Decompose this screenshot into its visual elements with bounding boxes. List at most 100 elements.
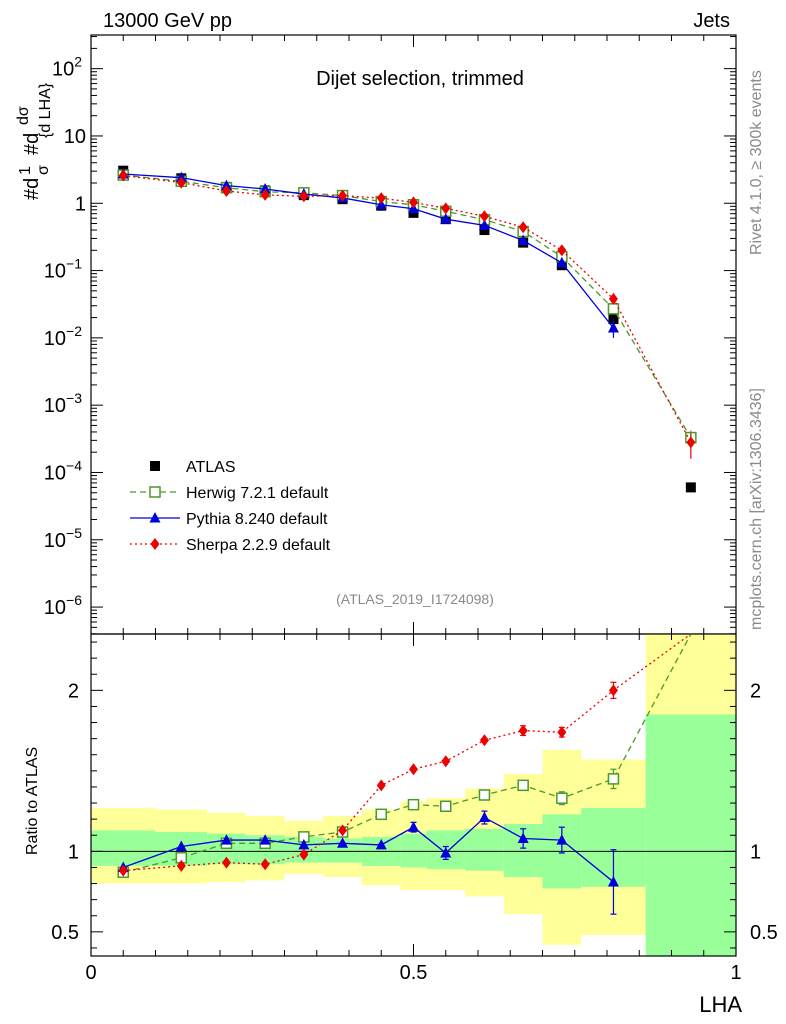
sherpa-data-point (338, 189, 348, 202)
sherpa-ratio-point (176, 859, 186, 872)
sherpa-data-point (260, 188, 270, 201)
y-tick-label: 10 (64, 126, 86, 148)
sherpa-data-point (221, 185, 231, 198)
herwig-ratio-point (375, 808, 387, 821)
pythia-data-point (440, 213, 452, 224)
y-tick-label: 1 (75, 193, 86, 215)
herwig-ratio-point (407, 798, 420, 811)
herwig-ratio-line (123, 633, 692, 873)
ratio-y-tick-label: 0.5 (51, 922, 79, 944)
y-tick-label: 10−3 (44, 390, 82, 417)
pythia-ratio-point (556, 834, 568, 845)
pythia-data-point (556, 256, 568, 268)
legend-herwig-marker (149, 486, 161, 498)
sherpa-data-point (557, 244, 567, 257)
pythia-data-point (220, 179, 232, 191)
ratio-band-inner (91, 830, 156, 866)
sherpa-ratio-point (221, 856, 231, 869)
svg-text:dσ: dσ (15, 106, 32, 125)
pythia-ratio-point (220, 834, 232, 845)
pythia-data-point (259, 182, 271, 194)
sherpa-data-point (441, 202, 451, 215)
ratio-band-inner (465, 828, 504, 871)
rivet-version-label: Rivet 4.1.0, ≥ 300k events (748, 70, 765, 255)
ratio-y-tick-label: 2 (68, 680, 79, 702)
pythia-ratio-point (337, 837, 349, 848)
sherpa-ratio-point (118, 864, 128, 877)
sherpa-data-point (608, 292, 618, 305)
pythia-ratio-point (517, 832, 529, 843)
pythia-ratio-point (259, 834, 271, 845)
pythia-ratio-point (375, 838, 387, 850)
sherpa-ratio-point (376, 779, 386, 792)
pythia-ratio-point (440, 846, 452, 858)
pythia-data-point (517, 234, 529, 245)
sherpa-ratio-point (338, 824, 348, 837)
legend-atlas-label: ATLAS (186, 459, 236, 476)
sherpa-data-point (176, 176, 186, 189)
y-tick-label: 10−2 (44, 323, 82, 350)
y-tick-label: 10−1 (44, 256, 82, 283)
plot-title: Dijet selection, trimmed (316, 68, 524, 90)
sherpa-ratio-point (608, 684, 618, 697)
ratio-band-inner (645, 714, 736, 956)
ratio-y-tick-label-right: 1 (750, 841, 761, 863)
herwig-ratio-point (556, 792, 568, 804)
x-tick-label: 0.5 (400, 962, 428, 984)
pythia-ratio-point (478, 811, 490, 823)
y-tick-label: 10−5 (44, 525, 82, 552)
sherpa-ratio-point (441, 755, 451, 768)
sherpa-main-line (123, 174, 692, 443)
ratio-y-tick-label: 1 (68, 841, 79, 863)
main-y-axis-label: #d 1 σ #d dσ {d LHA} (15, 82, 54, 200)
herwig-ratio-point (478, 789, 491, 801)
svg-text:#d: #d (21, 178, 43, 200)
sherpa-ratio-point (409, 763, 418, 776)
svg-text:1: 1 (17, 166, 34, 175)
pythia-ratio-point (298, 838, 310, 850)
svg-text:σ: σ (35, 165, 52, 175)
sherpa-data-point (409, 196, 418, 209)
pythia-ratio-point (607, 875, 619, 887)
sherpa-data-point (376, 192, 386, 205)
ratio-y-tick-label-right: 0.5 (750, 922, 778, 944)
pythia-ratio-point (175, 840, 187, 852)
x-axis-label: LHA (699, 992, 742, 1017)
main-panel: 102 10 1 10−1 10−2 10−3 10−4 10−5 10−6 (44, 34, 737, 635)
ratio-y-axis-label: Ratio to ATLAS (24, 747, 41, 855)
legend-sherpa-label: Sherpa 2.2.9 default (186, 537, 331, 554)
svg-text:#d: #d (21, 133, 43, 155)
sherpa-ratio-point (299, 848, 309, 861)
pythia-data-point (478, 219, 490, 230)
sherpa-ratio-point (518, 724, 528, 737)
pythia-ratio-point (408, 821, 419, 832)
herwig-ratio-point (440, 800, 452, 813)
sherpa-data-point (299, 190, 309, 203)
y-tick-label: 102 (52, 54, 82, 81)
legend-sherpa-marker (150, 538, 160, 550)
sherpa-ratio-point (260, 858, 270, 871)
sherpa-ratio-point (557, 726, 567, 739)
sherpa-data-point (479, 210, 489, 223)
legend-herwig-label: Herwig 7.2.1 default (186, 485, 329, 502)
legend-pythia-label: Pythia 8.240 default (186, 511, 328, 528)
ratio-y-tick-label-right: 2 (750, 680, 761, 702)
herwig-data-point (607, 303, 620, 315)
svg-text:{d LHA}: {d LHA} (37, 82, 54, 138)
header-category-label: Jets (693, 10, 730, 32)
herwig-ratio-point (517, 779, 529, 792)
x-tick-label: 1 (730, 962, 741, 984)
y-tick-label: 10−6 (44, 592, 82, 619)
herwig-ratio-point (607, 773, 620, 785)
y-tick-label: 10−4 (44, 457, 82, 484)
legend: ATLAS Herwig 7.2.1 default Pythia 8.240 de… (130, 459, 331, 554)
ratio-panel: 0 0.5 1 0.5 0.5 1 1 2 2 (51, 622, 778, 984)
sherpa-data-point (518, 221, 528, 234)
legend-pythia-marker (149, 512, 161, 523)
sherpa-ratio-point (479, 734, 489, 747)
sherpa-ratio-line (123, 633, 692, 872)
legend-atlas-marker (150, 461, 160, 471)
atlas-data-point (685, 482, 696, 493)
sherpa-data-point (118, 169, 128, 182)
